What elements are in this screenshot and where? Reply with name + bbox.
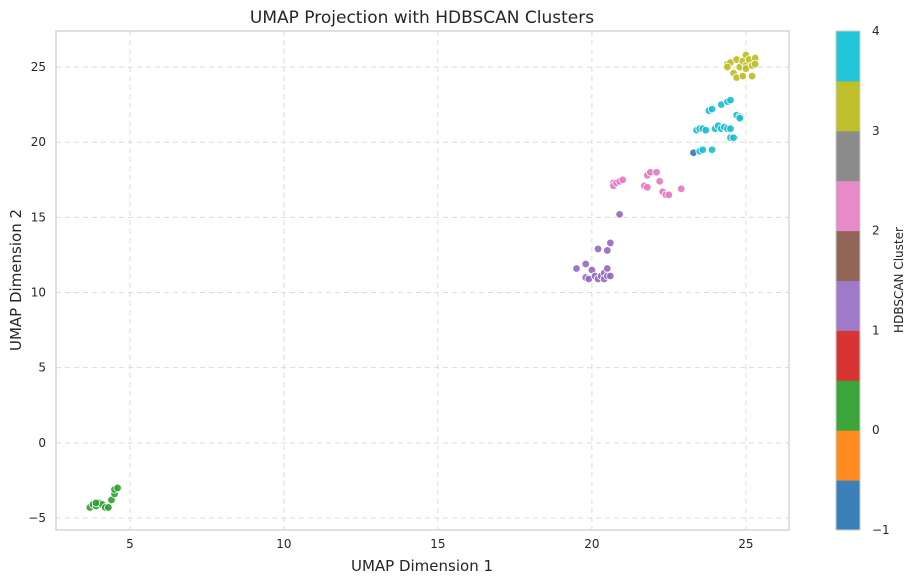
data-point-cluster-4: [735, 113, 744, 123]
colorbar-label: HDBSCAN Cluster: [892, 227, 906, 333]
colorbar-segment: [836, 430, 860, 481]
y-tick-label: −5: [28, 511, 46, 525]
colorbar-tick-label: 3: [872, 124, 880, 138]
x-tick-label: 10: [276, 537, 291, 551]
y-axis-label: UMAP Dimension 2: [7, 209, 25, 351]
chart-title: UMAP Projection with HDBSCAN Clusters: [250, 8, 594, 28]
data-point-cluster-1: [603, 264, 612, 273]
data-point-cluster-2: [655, 177, 664, 186]
colorbar-segment: [836, 180, 860, 232]
data-point-cluster-3: [738, 71, 748, 81]
colorbar: −1 0 1 2 3 4: [835, 24, 890, 537]
colorbar-tick-label: 1: [872, 323, 880, 337]
scatter-points: [85, 50, 760, 512]
y-tick-label: 20: [31, 135, 46, 149]
grid-lines: [56, 31, 789, 530]
data-point-cluster-1: [593, 244, 603, 254]
colorbar-segment: [836, 230, 860, 281]
y-tick-label: 5: [38, 361, 46, 375]
data-point-cluster-2: [618, 175, 627, 184]
colorbar-frame: [835, 30, 861, 531]
data-point-cluster-3: [750, 59, 760, 69]
data-point-cluster-3: [723, 62, 732, 72]
data-point-cluster-4: [729, 133, 738, 142]
x-tick-labels: 5 10 15 20 25: [126, 537, 753, 551]
data-point-cluster-1: [606, 271, 615, 281]
data-point-cluster-4: [698, 145, 707, 154]
colorbar-tick-label: −1: [872, 523, 890, 537]
colorbar-tick-label: 4: [872, 24, 880, 38]
colorbar-tick-label: 2: [872, 224, 880, 238]
data-point-cluster-2: [643, 183, 652, 192]
data-point-cluster-4: [707, 145, 717, 154]
data-point-cluster-4: [726, 124, 735, 133]
data-point-cluster-4: [701, 125, 711, 135]
data-point-cluster-1: [581, 259, 590, 269]
colorbar-segment: [836, 80, 860, 132]
data-point-cluster-1: [603, 246, 612, 255]
colorbar-segment: [836, 380, 860, 431]
data-point-cluster-1: [572, 264, 581, 273]
data-point-cluster-2: [664, 190, 674, 200]
y-tick-labels: −5 0 5 10 15 20 25: [28, 60, 46, 525]
colorbar-segment: [836, 130, 860, 182]
data-point-cluster-0: [104, 503, 113, 512]
data-point-cluster-0: [91, 498, 101, 508]
plot-frame: [55, 30, 790, 531]
data-point-cluster-4: [707, 104, 717, 114]
data-point-cluster-3: [747, 71, 757, 81]
colorbar-segment: [836, 31, 860, 82]
y-tick-label: 0: [38, 436, 46, 450]
data-point-cluster-2: [652, 168, 661, 177]
data-point-cluster-1: [615, 210, 624, 219]
colorbar-segment: [836, 280, 860, 331]
x-axis-label: UMAP Dimension 1: [351, 557, 493, 575]
y-tick-label: 10: [31, 286, 46, 300]
data-point-cluster-0: [113, 483, 122, 493]
colorbar-tick-label: 0: [872, 423, 880, 437]
x-tick-label: 20: [584, 537, 599, 551]
y-tick-label: 15: [31, 210, 46, 224]
x-tick-label: 15: [430, 537, 445, 551]
data-point-cluster-2: [677, 184, 686, 194]
x-tick-label: 5: [126, 537, 134, 551]
x-tick-label: 25: [738, 537, 753, 551]
data-point-cluster-1: [606, 238, 615, 248]
colorbar-segment: [836, 330, 860, 381]
y-tick-label: 25: [31, 60, 46, 74]
colorbar-segment: [836, 480, 860, 531]
data-point-cluster-4: [726, 95, 735, 105]
